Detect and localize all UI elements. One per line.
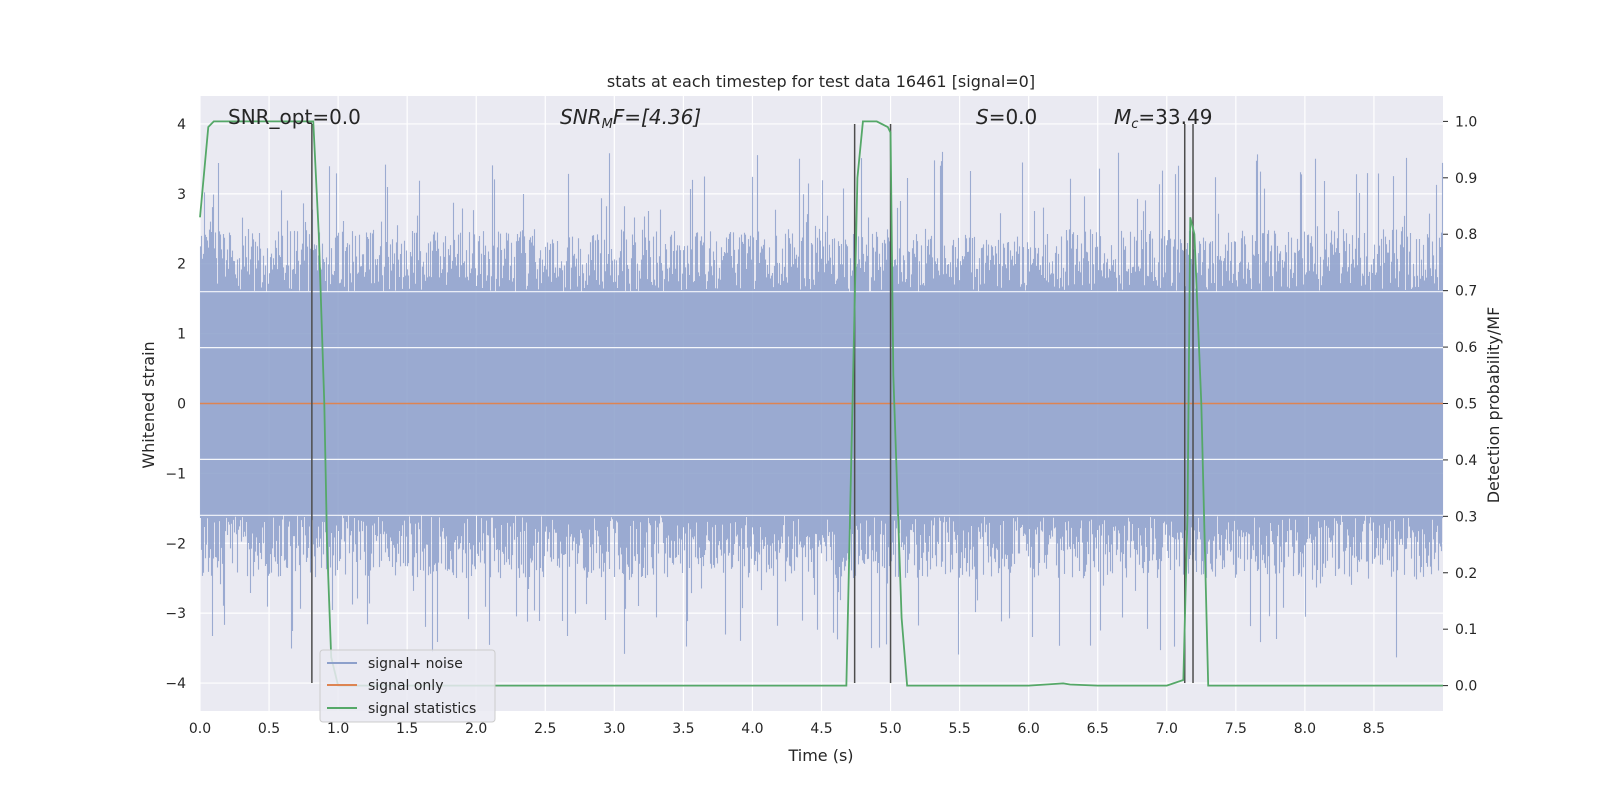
legend-label-signal-noise: signal+ noise [368,656,463,672]
x-tick-label: 5.0 [879,721,901,737]
y-right-tick-label: 0.9 [1455,171,1477,187]
x-tick-label: 0.0 [189,721,211,737]
series-signal-noise [199,151,1444,658]
y-tick-label: 3 [177,187,186,203]
x-tick-label: 1.5 [396,721,418,737]
x-tick-label: 8.0 [1294,721,1316,737]
y-tick-label: −2 [165,536,186,552]
x-tick-label: 3.5 [672,721,694,737]
y-axis-ticks: −4 −3 −2 −1 0 1 2 3 4 [165,117,186,692]
legend-box [319,649,496,723]
noise-core-band [200,291,1443,516]
y-right-tick-label: 0.3 [1455,509,1477,525]
y-axis-label: Whitened strain [139,341,158,468]
y-right-axis-ticks: 0.0 0.1 0.2 0.3 0.4 0.5 0.6 0.7 0.8 0.9 1.0 [1443,114,1477,695]
y-right-tick-label: 0.0 [1455,679,1477,695]
x-tick-label: 6.5 [1087,721,1109,737]
legend: signal+ noise signal only signal statist… [319,649,496,723]
y-tick-label: 1 [177,327,186,343]
y-right-tick-label: 0.2 [1455,566,1477,582]
y-right-tick-label: 0.4 [1455,453,1477,469]
series-signal-statistics [199,120,1443,687]
x-axis-ticks: 0.0 0.5 1.0 1.5 2.0 2.5 3.0 3.5 4.0 4.5 5.0 5.5 6.0 6… [189,721,1385,737]
x-tick-label: 3.0 [603,721,625,737]
x-tick-label: 2.0 [465,721,487,737]
chart-title: stats at each timestep for test data 164… [607,72,1035,91]
y-tick-label: −3 [165,606,186,622]
legend-label-signal-only: signal only [368,678,443,694]
x-tick-label: 6.0 [1018,721,1040,737]
detection-markers [311,123,1194,684]
x-tick-label: 4.0 [741,721,763,737]
annotation-mc: Mc=33.49 [1114,105,1212,132]
x-tick-label: 4.5 [810,721,832,737]
annotation-s: S=0.0 [976,105,1037,129]
y-right-tick-label: 1.0 [1455,114,1477,130]
x-tick-label: 5.5 [948,721,970,737]
x-axis-label: Time (s) [787,746,853,765]
x-tick-label: 1.0 [327,721,349,737]
x-tick-label: 8.5 [1363,721,1385,737]
y-right-tick-label: 0.7 [1455,284,1477,300]
y-right-tick-label: 0.1 [1455,622,1477,638]
y-tick-label: −1 [165,466,186,482]
x-tick-label: 7.5 [1225,721,1247,737]
y-tick-label: 0 [177,397,186,413]
annotation-snr-mf: SNRMF=[4.36] [560,105,701,132]
y-right-axis-label: Detection probability/MF [1484,307,1503,504]
y-right-tick-label: 0.8 [1455,227,1477,243]
x-tick-label: 0.5 [258,721,280,737]
annotation-snr-opt: SNR_opt=0.0 [228,105,361,129]
y-right-tick-label: 0.6 [1455,340,1477,356]
y-tick-label: −4 [165,676,186,692]
legend-label-signal-statistics: signal statistics [368,701,476,717]
y-right-tick-label: 0.5 [1455,397,1477,413]
y-tick-label: 2 [177,257,186,273]
x-tick-label: 2.5 [534,721,556,737]
x-tick-label: 7.0 [1156,721,1178,737]
y-tick-label: 4 [177,117,186,133]
